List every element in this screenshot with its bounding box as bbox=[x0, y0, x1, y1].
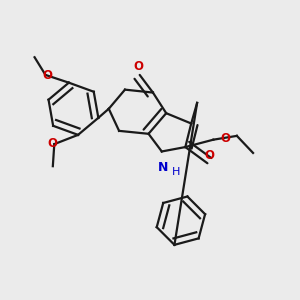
Text: N: N bbox=[158, 161, 168, 174]
Text: O: O bbox=[220, 132, 230, 145]
Text: O: O bbox=[133, 60, 143, 73]
Text: O: O bbox=[204, 149, 214, 162]
Text: O: O bbox=[48, 137, 58, 150]
Text: H: H bbox=[172, 167, 181, 177]
Text: O: O bbox=[43, 69, 53, 82]
